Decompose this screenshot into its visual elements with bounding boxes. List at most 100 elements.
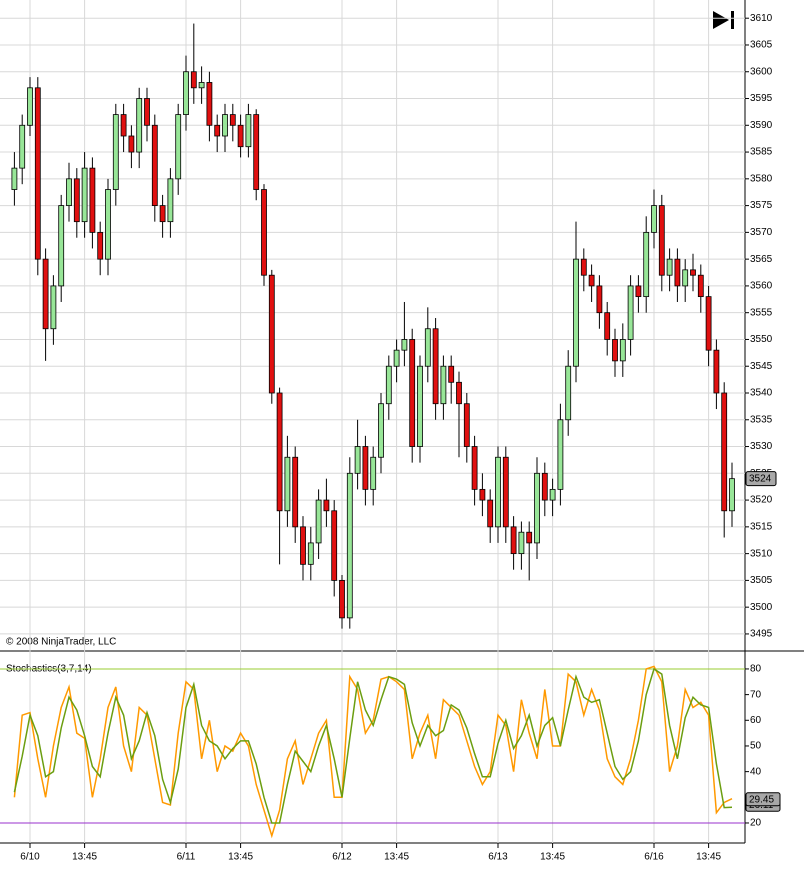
grid <box>0 0 745 843</box>
candle-body <box>651 205 657 233</box>
candle-body <box>588 274 595 287</box>
candle-body <box>261 189 267 276</box>
candle-body <box>417 365 423 447</box>
candle-body <box>73 178 80 223</box>
candle-body <box>729 478 735 512</box>
y-tick-label: 3575 <box>750 200 773 211</box>
candle-body <box>534 472 540 544</box>
y-tick-label: 3600 <box>750 66 773 77</box>
candle-body <box>315 499 322 544</box>
candle-body <box>354 446 361 474</box>
candle-body <box>456 381 462 405</box>
x-tick-label: 13:45 <box>72 852 97 863</box>
candle-body <box>183 71 189 115</box>
jump-to-end-button[interactable] <box>713 11 734 29</box>
candle-body <box>721 392 728 512</box>
candle-body <box>206 82 213 126</box>
candle-body <box>136 98 143 153</box>
candle-body <box>346 472 353 619</box>
x-tick-label: 6/12 <box>332 852 352 863</box>
x-tick-label: 6/13 <box>488 852 508 863</box>
candle-body <box>19 124 26 169</box>
candle-body <box>370 456 377 490</box>
candle-body <box>175 114 182 180</box>
candle-body <box>448 365 455 383</box>
candle-body <box>557 419 564 490</box>
y-tick-label: 3535 <box>750 414 773 425</box>
candle-body <box>580 258 587 276</box>
candle-body <box>690 269 696 276</box>
candle-body <box>307 542 314 565</box>
y-tick-label: 3545 <box>750 361 773 372</box>
y-tick-label: 3510 <box>750 548 773 559</box>
y-tick-label: 3520 <box>750 495 773 506</box>
candle-body <box>66 178 72 207</box>
candle-body <box>487 499 494 528</box>
candle-body <box>112 114 119 190</box>
candle-body <box>253 114 260 190</box>
candle-body <box>541 472 548 501</box>
candle-body <box>479 488 486 501</box>
candle-body <box>27 87 33 126</box>
play-icon[interactable] <box>713 11 729 29</box>
candle-body <box>50 285 57 330</box>
y-tick-label: 3560 <box>750 281 773 292</box>
candle-body <box>58 205 65 287</box>
candle-body <box>237 124 244 148</box>
candle-body <box>128 135 135 153</box>
x-tick-label: 6/11 <box>177 852 196 863</box>
candle-body <box>378 403 384 458</box>
candle-body <box>323 499 330 512</box>
copyright: © 2008 NinjaTrader, LLC <box>6 637 116 648</box>
y-tick-label: 3610 <box>750 13 773 24</box>
y-tick-label: 50 <box>750 741 762 752</box>
x-tick-label: 6/16 <box>644 852 664 863</box>
y-tick-label: 20 <box>750 818 762 829</box>
y-tick-label: 3540 <box>750 388 773 399</box>
last-price-label: 3524 <box>749 473 772 484</box>
y-tick-label: 3505 <box>750 575 773 586</box>
candle-body <box>495 456 501 528</box>
y-tick-label: 3580 <box>750 173 773 184</box>
candle-body <box>229 114 236 126</box>
candle-body <box>549 488 556 501</box>
candle-body <box>697 274 704 298</box>
x-tick-label: 6/10 <box>20 852 40 863</box>
candle-body <box>635 285 642 298</box>
y-tick-label: 80 <box>750 664 762 675</box>
x-tick-label: 13:45 <box>540 852 565 863</box>
x-tick-label: 13:45 <box>696 852 721 863</box>
candle-body <box>658 205 665 276</box>
y-tick-label: 3605 <box>750 40 773 51</box>
candle-body <box>34 87 41 260</box>
candle-body <box>604 312 611 340</box>
y-tick-label: 60 <box>750 715 762 726</box>
candle-body <box>105 189 111 260</box>
candle-body <box>276 392 283 512</box>
candle-body <box>198 82 205 89</box>
last-value-box <box>745 792 781 807</box>
candle-body <box>565 365 572 421</box>
candle-body <box>627 285 634 340</box>
candle-body <box>89 167 96 233</box>
candle-body <box>463 403 470 447</box>
candle-body <box>190 71 197 89</box>
candle-body <box>471 446 478 490</box>
candle-body <box>268 274 275 394</box>
end-bar-icon[interactable] <box>731 11 734 29</box>
x-tick-label: 13:45 <box>384 852 409 863</box>
y-tick-label: 40 <box>750 766 762 777</box>
candle-body <box>705 296 712 351</box>
candle-body <box>393 349 400 367</box>
candle-body <box>510 526 517 555</box>
x-tick-label: 13:45 <box>228 852 253 863</box>
candle-body <box>619 339 626 362</box>
y-tick-label: 3585 <box>750 147 773 158</box>
candle-body <box>401 339 408 351</box>
candle-body <box>151 124 158 207</box>
candle-body <box>97 231 104 260</box>
candle-body <box>42 258 49 330</box>
candle-body <box>409 339 416 447</box>
candle-body <box>214 124 221 137</box>
